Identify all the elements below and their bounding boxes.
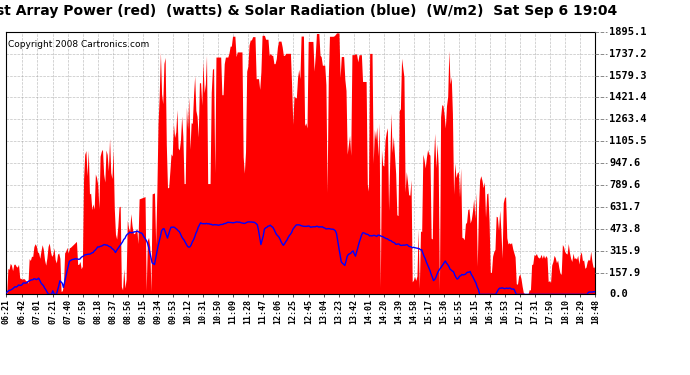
Text: 1895.1: 1895.1 xyxy=(609,27,647,37)
Text: 0.0: 0.0 xyxy=(609,290,628,299)
Text: 1105.5: 1105.5 xyxy=(609,136,647,146)
Text: 947.6: 947.6 xyxy=(609,158,641,168)
Text: 1579.3: 1579.3 xyxy=(609,70,647,81)
Text: 473.8: 473.8 xyxy=(609,224,641,234)
Text: 157.9: 157.9 xyxy=(609,267,641,278)
Text: 631.7: 631.7 xyxy=(609,202,641,212)
Text: 789.6: 789.6 xyxy=(609,180,641,190)
Text: Copyright 2008 Cartronics.com: Copyright 2008 Cartronics.com xyxy=(8,40,150,49)
Text: 1737.2: 1737.2 xyxy=(609,49,647,59)
Text: 315.9: 315.9 xyxy=(609,246,641,256)
Text: East Array Power (red)  (watts) & Solar Radiation (blue)  (W/m2)  Sat Sep 6 19:0: East Array Power (red) (watts) & Solar R… xyxy=(0,4,617,18)
Text: 1421.4: 1421.4 xyxy=(609,93,647,102)
Text: 1263.4: 1263.4 xyxy=(609,114,647,125)
